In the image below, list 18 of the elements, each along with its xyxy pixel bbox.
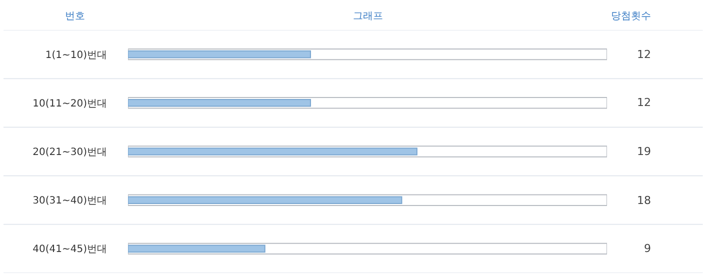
bar	[128, 148, 418, 156]
text: 당첨횟수	[611, 11, 651, 22]
y-tick-label: 1(1~10)번대	[45, 50, 107, 61]
y-tick-label: 40(41~45)번대	[32, 244, 107, 256]
y-tick-label: 30(31~40)번대	[32, 196, 107, 207]
x-axis-title: 그래프	[353, 11, 383, 22]
data-label: 12	[637, 48, 651, 61]
bar	[128, 244, 266, 253]
y-tick-label: 10(11~20)번대	[32, 98, 107, 110]
data-label: 19	[637, 145, 651, 158]
bar	[128, 196, 402, 204]
y-axis-title: 번호	[65, 11, 85, 22]
data-label: 9	[644, 242, 651, 255]
data-label: 18	[637, 194, 651, 207]
data-label: 12	[637, 96, 651, 109]
bar	[128, 50, 311, 58]
bar	[128, 99, 311, 107]
y-tick-label: 20(21~30)번대	[32, 147, 107, 158]
